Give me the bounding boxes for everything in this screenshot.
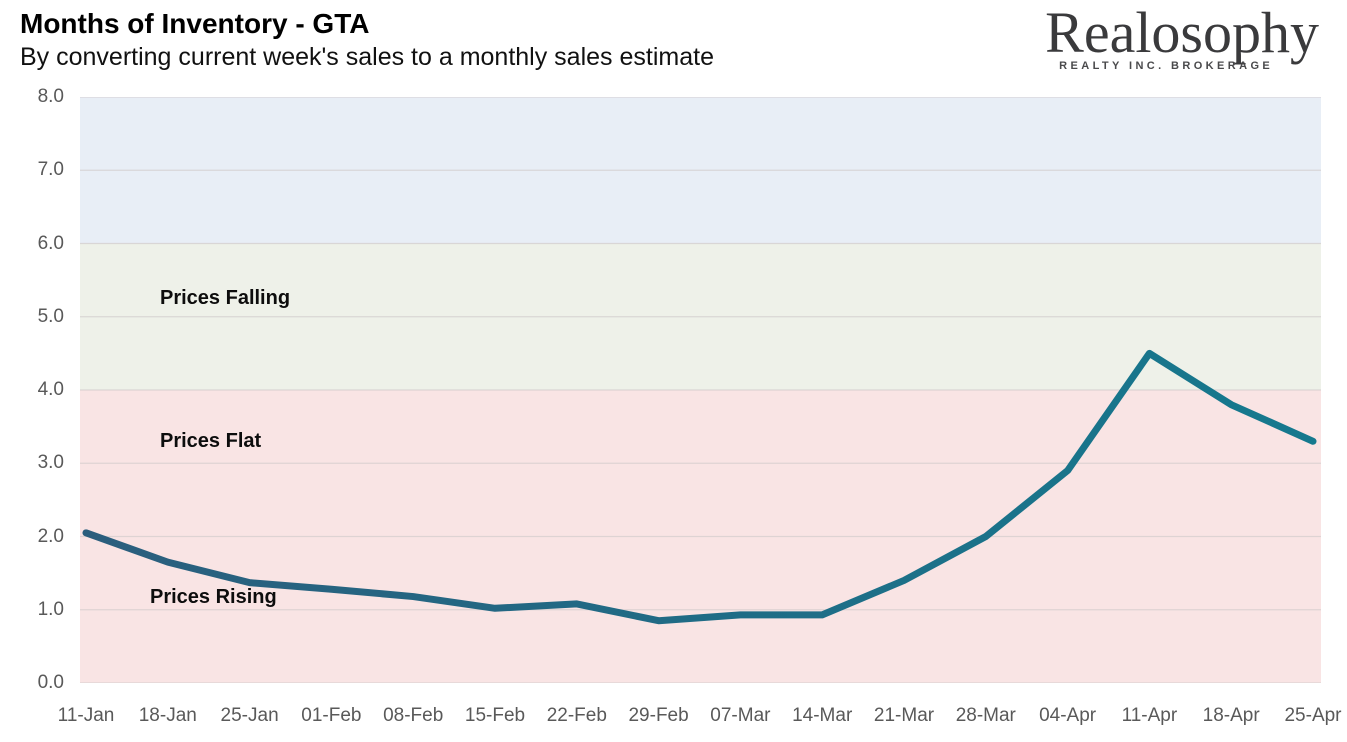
x-tick-label: 25-Jan bbox=[220, 705, 279, 726]
x-tick-label: 28-Mar bbox=[955, 705, 1016, 726]
chart-subtitle: By converting current week's sales to a … bbox=[20, 43, 714, 71]
x-tick-label: 04-Apr bbox=[1039, 705, 1097, 726]
y-tick-label: 3.0 bbox=[37, 452, 64, 474]
header: Months of Inventory - GTA By converting … bbox=[20, 8, 714, 72]
y-tick-label: 7.0 bbox=[37, 159, 64, 181]
y-tick-label: 5.0 bbox=[37, 305, 64, 327]
logo-tagline-text: REALTY INC. BROKERAGE bbox=[1059, 60, 1274, 72]
realosophy-logo: Realosophy REALTY INC. BROKERAGE bbox=[1045, 0, 1319, 73]
y-tick-label: 1.0 bbox=[37, 598, 64, 620]
band-label-prices-falling: Prices Falling bbox=[160, 287, 291, 309]
x-tick-label: 11-Jan bbox=[57, 705, 115, 726]
x-axis: 11-Jan 18-Jan 25-Jan 01-Feb 08-Feb 15-Feb 22-F… bbox=[58, 703, 1342, 729]
y-tick-label: 4.0 bbox=[37, 379, 64, 400]
x-tick-label: 07-Mar bbox=[710, 705, 771, 726]
x-tick-label: 11-Apr bbox=[1121, 705, 1178, 726]
x-tick-label: 25-Apr bbox=[1284, 705, 1342, 726]
y-tick-label: 6.0 bbox=[37, 232, 64, 254]
x-tick-label: 22-Feb bbox=[546, 705, 607, 726]
logo-brand-text: Realosophy bbox=[1045, 0, 1319, 65]
y-tick-label: 2.0 bbox=[37, 525, 64, 547]
x-tick-label: 14-Mar bbox=[792, 705, 853, 726]
y-tick-label: 0.0 bbox=[37, 672, 64, 693]
x-tick-label: 29-Feb bbox=[628, 705, 689, 726]
band-label-prices-flat: Prices Flat bbox=[160, 430, 262, 452]
chart-svg bbox=[80, 97, 1321, 683]
series-line-months-of-inventory bbox=[82, 349, 1317, 625]
x-tick-label: 01-Feb bbox=[301, 705, 362, 726]
x-tick-label: 18-Apr bbox=[1202, 705, 1260, 726]
y-axis: 0.0 1.0 2.0 3.0 4.0 5.0 6.0 7.0 8.0 bbox=[0, 86, 64, 693]
plot-area: Prices Falling Prices Flat Prices Rising bbox=[80, 97, 1321, 683]
x-tick-label: 21-Mar bbox=[873, 705, 935, 726]
chart-title: Months of Inventory - GTA bbox=[20, 8, 370, 39]
x-tick-label: 08-Feb bbox=[383, 705, 444, 726]
x-tick-label: 15-Feb bbox=[464, 705, 526, 726]
band-label-prices-rising: Prices Rising bbox=[150, 586, 277, 608]
y-tick-label: 8.0 bbox=[37, 86, 64, 107]
x-tick-label: 18-Jan bbox=[138, 705, 197, 726]
